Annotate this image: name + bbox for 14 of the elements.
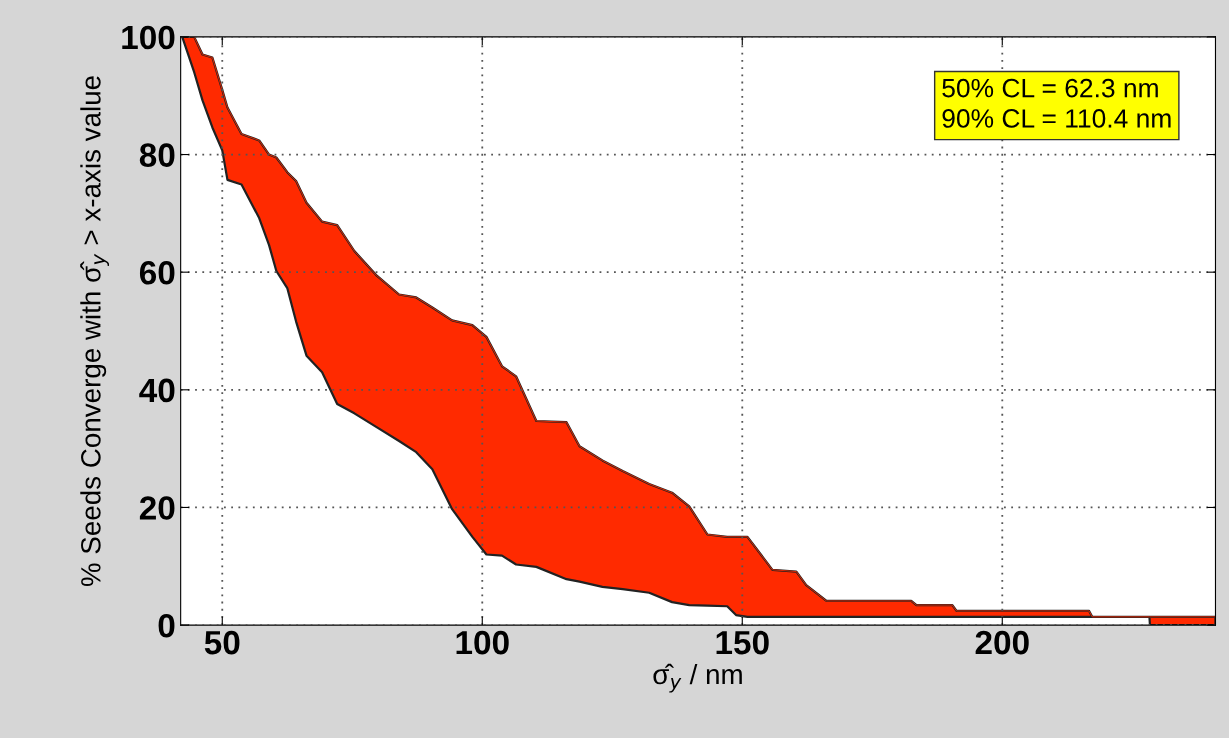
y-tick-label: 20 xyxy=(139,496,175,520)
annotation: 90% CL = 110.4 nm xyxy=(942,109,1171,128)
x-tick-label: 100 xyxy=(456,630,509,655)
y-tick-label: 80 xyxy=(139,143,175,167)
x-axis-title: σ̂$_{y}$ / nm xyxy=(653,663,742,693)
y-tick-label: 100 xyxy=(122,25,175,50)
x-tick-label: 50 xyxy=(204,630,240,655)
y-tick-label: 40 xyxy=(139,378,175,403)
y-tick-label: 0 xyxy=(158,613,175,638)
x-tick-label: 150 xyxy=(716,630,769,655)
annotation: 50% CL = 62.3 nm xyxy=(942,78,1158,98)
x-tick-label: 200 xyxy=(975,630,1029,655)
y-axis-title: % Seeds Converge with σ̂$_{y}$ > x-axis value xyxy=(80,76,110,587)
y-tick-label: 60 xyxy=(139,260,175,285)
